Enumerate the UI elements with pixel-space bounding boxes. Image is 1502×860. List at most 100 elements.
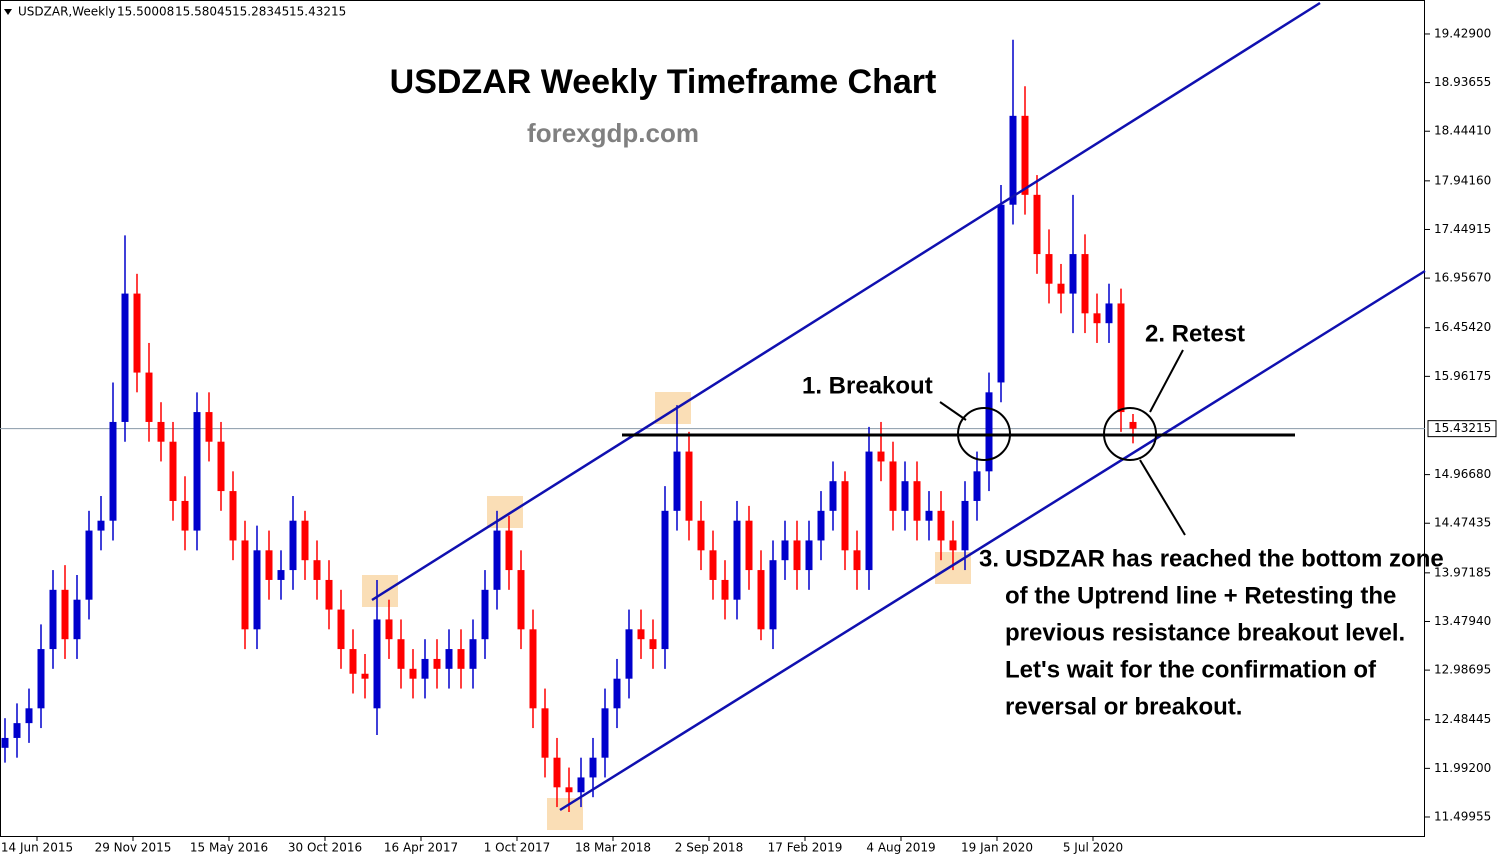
- candle-body: [145, 372, 153, 422]
- x-tick-label: 14 Jun 2015: [1, 841, 73, 855]
- candle-body: [97, 520, 105, 531]
- candle-body: [901, 481, 909, 511]
- candle-body: [973, 471, 981, 501]
- candle-body: [1081, 254, 1089, 314]
- candle-body: [205, 412, 213, 442]
- candle-body: [433, 658, 441, 669]
- x-tick-label: 16 Apr 2017: [384, 841, 458, 855]
- candle-body: [553, 757, 561, 788]
- candle-body: [1129, 421, 1137, 429]
- chart-subtitle: forexgdp.com: [527, 118, 699, 148]
- candles: [1, 39, 1137, 813]
- y-tick-label: 14.47435: [1434, 516, 1491, 530]
- y-tick-label: 13.47940: [1434, 614, 1491, 628]
- current-price-box: [1427, 420, 1497, 438]
- candle-body: [565, 787, 573, 793]
- x-tick-label: 19 Jan 2020: [961, 841, 1033, 855]
- header-triangle: [4, 9, 12, 15]
- candle-body: [133, 293, 141, 373]
- candle-body: [169, 441, 177, 501]
- candle-body: [1093, 313, 1101, 324]
- highlight-box: [547, 798, 583, 830]
- candle-body: [745, 520, 753, 571]
- candle-body: [589, 757, 597, 778]
- candle-body: [685, 451, 693, 521]
- chart-title: USDZAR Weekly Timeframe Chart: [390, 63, 937, 101]
- candle-body: [445, 649, 453, 669]
- candle-body: [1045, 254, 1053, 284]
- current-price-label: 15.43215: [1434, 421, 1491, 435]
- candle-body: [157, 421, 165, 442]
- arrow: [939, 401, 967, 421]
- highlight-box: [362, 575, 398, 607]
- candle-body: [397, 639, 405, 669]
- candle-body: [325, 579, 333, 610]
- candle-body: [121, 293, 129, 422]
- candle-body: [13, 723, 21, 738]
- candle-body: [241, 540, 249, 630]
- note-line: of the Uptrend line + Retesting the: [1005, 582, 1396, 609]
- candle-body: [229, 491, 237, 541]
- candle-body: [61, 589, 69, 640]
- x-tick-label: 2 Sep 2018: [675, 841, 743, 855]
- breakout-circle: [957, 407, 1011, 461]
- y-tick-label: 18.93655: [1434, 75, 1491, 89]
- candle-body: [865, 451, 873, 571]
- ohlc-value: 15.50008: [117, 5, 174, 19]
- candle-body: [469, 639, 477, 669]
- candle-body: [757, 570, 765, 630]
- candle-body: [733, 520, 741, 600]
- candle-body: [301, 520, 309, 561]
- x-tick-label: 15 May 2016: [190, 841, 268, 855]
- candle-body: [265, 550, 273, 580]
- candle-body: [181, 500, 189, 531]
- candle-body: [1009, 115, 1017, 205]
- note-line: reversal or breakout.: [1005, 693, 1242, 720]
- x-tick-label: 17 Feb 2019: [768, 841, 843, 855]
- candle-body: [505, 530, 513, 571]
- candle-body: [349, 649, 357, 674]
- y-tick-label: 14.96680: [1434, 467, 1491, 481]
- candle-body: [697, 520, 705, 551]
- candle-body: [637, 629, 645, 640]
- note-line: Let's wait for the confirmation of: [1005, 656, 1377, 683]
- candle-body: [649, 639, 657, 650]
- candle-body: [361, 673, 369, 679]
- candle-body: [661, 510, 669, 650]
- candle-body: [613, 678, 621, 709]
- candle-body: [313, 560, 321, 580]
- lower-channel-line: [559, 269, 1426, 812]
- candle-body: [1117, 303, 1125, 413]
- candle-body: [409, 668, 417, 679]
- x-tick-label: 18 Mar 2018: [575, 841, 651, 855]
- axes: 19.42900 18.93655 18.44410 17.94160 17.44915…: [1, 26, 1497, 855]
- x-tick-label: 1 Oct 2017: [484, 841, 551, 855]
- y-tick-label: 18.44410: [1434, 124, 1491, 138]
- y-tick-label: 12.48445: [1434, 712, 1491, 726]
- candle-body: [937, 510, 945, 541]
- x-tick-label: 5 Jul 2020: [1063, 841, 1123, 855]
- plot-frame: [0, 0, 1425, 837]
- upper-channel-line: [371, 1, 1321, 602]
- candle-body: [805, 540, 813, 571]
- candle-body: [529, 629, 537, 709]
- candle-body: [37, 649, 45, 709]
- candle-body: [277, 570, 285, 580]
- candle-body: [217, 441, 225, 492]
- candle-body: [373, 619, 381, 709]
- candle-body: [1, 737, 9, 748]
- candle-body: [709, 550, 717, 580]
- candle-body: [841, 481, 849, 551]
- symbol: USDZAR,Weekly: [18, 5, 116, 19]
- candle-body: [1069, 254, 1077, 294]
- annotation: 2. Retest: [1145, 320, 1245, 347]
- candle-body: [925, 510, 933, 521]
- candle-body: [73, 599, 81, 640]
- candle-body: [337, 609, 345, 650]
- candle-body: [625, 629, 633, 679]
- candle-body: [109, 421, 117, 521]
- y-tick-label: 11.99200: [1434, 761, 1491, 775]
- candle-body: [193, 412, 201, 531]
- candle-body: [913, 481, 921, 521]
